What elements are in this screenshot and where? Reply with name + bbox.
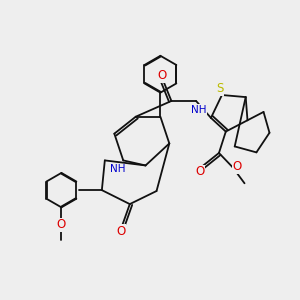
Text: NH: NH [110, 164, 126, 174]
Text: O: O [56, 218, 65, 231]
Text: O: O [158, 70, 167, 83]
Text: NH: NH [191, 105, 207, 115]
Text: O: O [195, 166, 205, 178]
Text: S: S [217, 82, 224, 95]
Text: O: O [116, 225, 126, 238]
Text: O: O [233, 160, 242, 173]
